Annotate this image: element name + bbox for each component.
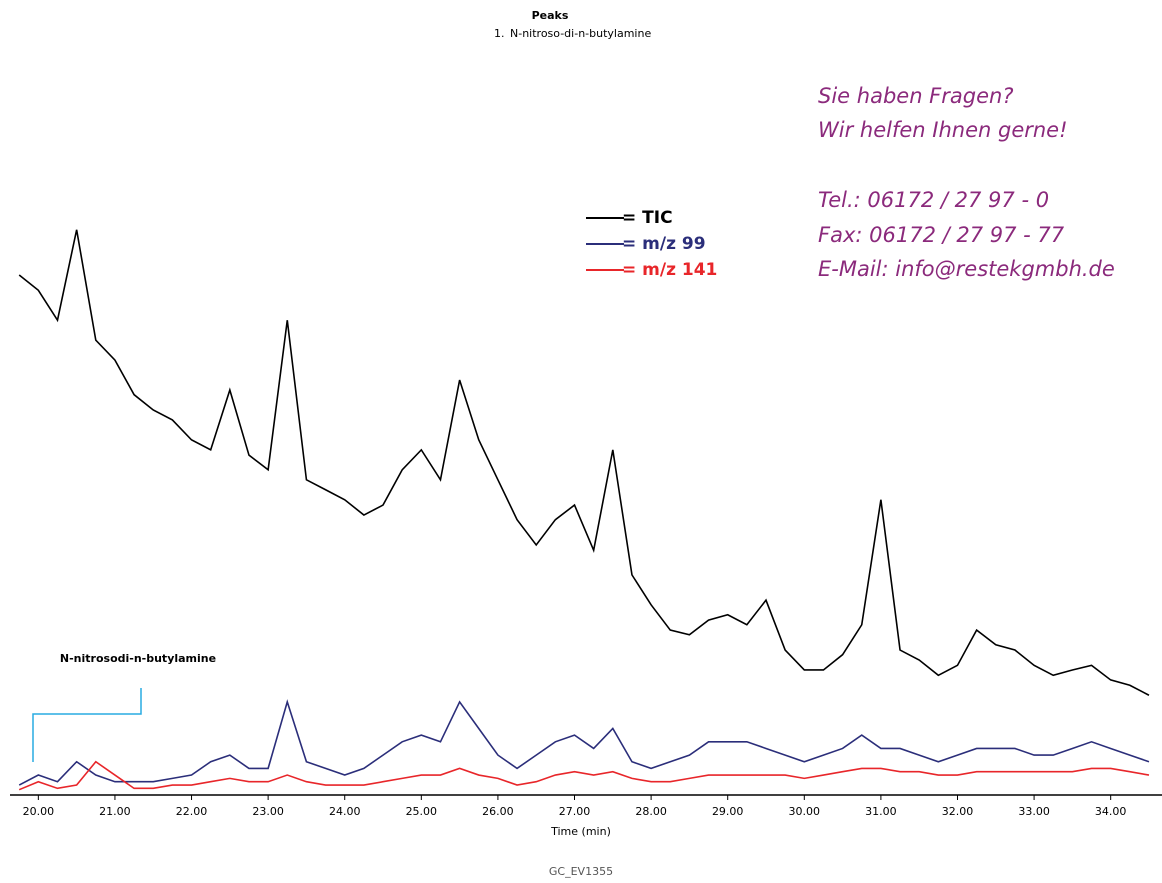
series-line (18, 760, 1150, 791)
contact-line: E-Mail: info@restekgmbh.de (818, 257, 1115, 281)
legend-label: = m/z 141 (622, 260, 717, 280)
x-axis-label: Time (min) (550, 825, 611, 838)
x-tick-label: 24.00 (329, 805, 361, 818)
x-tick-label: 27.00 (559, 805, 591, 818)
annotation-bracket (32, 688, 142, 762)
series-line (18, 699, 1150, 786)
x-tick-label: 33.00 (1018, 805, 1050, 818)
contact-line: Sie haben Fragen? (818, 84, 1013, 108)
legend-label: = TIC (622, 208, 673, 228)
x-tick-label: 29.00 (712, 805, 744, 818)
peak-number: 1. (494, 27, 505, 40)
series-line (18, 229, 1150, 696)
x-tick-label: 22.00 (176, 805, 208, 818)
contact-line: Fax: 06172 / 27 97 - 77 (818, 223, 1065, 247)
peaks-title: Peaks (532, 9, 569, 22)
contact-line: Tel.: 06172 / 27 97 - 0 (818, 188, 1049, 212)
x-tick-label: 34.00 (1095, 805, 1127, 818)
x-tick-label: 26.00 (482, 805, 514, 818)
footer: GC_EV1355 (549, 865, 613, 878)
peak-name: N-nitroso-di-n-butylamine (510, 27, 651, 40)
x-tick-label: 32.00 (942, 805, 974, 818)
contact-line: Wir helfen Ihnen gerne! (818, 118, 1068, 142)
x-tick-label: 23.00 (252, 805, 284, 818)
x-tick-label: 21.00 (99, 805, 131, 818)
x-tick-label: 25.00 (406, 805, 438, 818)
x-tick-label: 30.00 (789, 805, 821, 818)
annotation: N-nitrosodi-n-butylamine (60, 652, 216, 665)
legend-label: = m/z 99 (622, 234, 706, 254)
x-tick-label: 31.00 (865, 805, 897, 818)
x-tick-label: 20.00 (23, 805, 55, 818)
x-tick-label: 28.00 (635, 805, 667, 818)
